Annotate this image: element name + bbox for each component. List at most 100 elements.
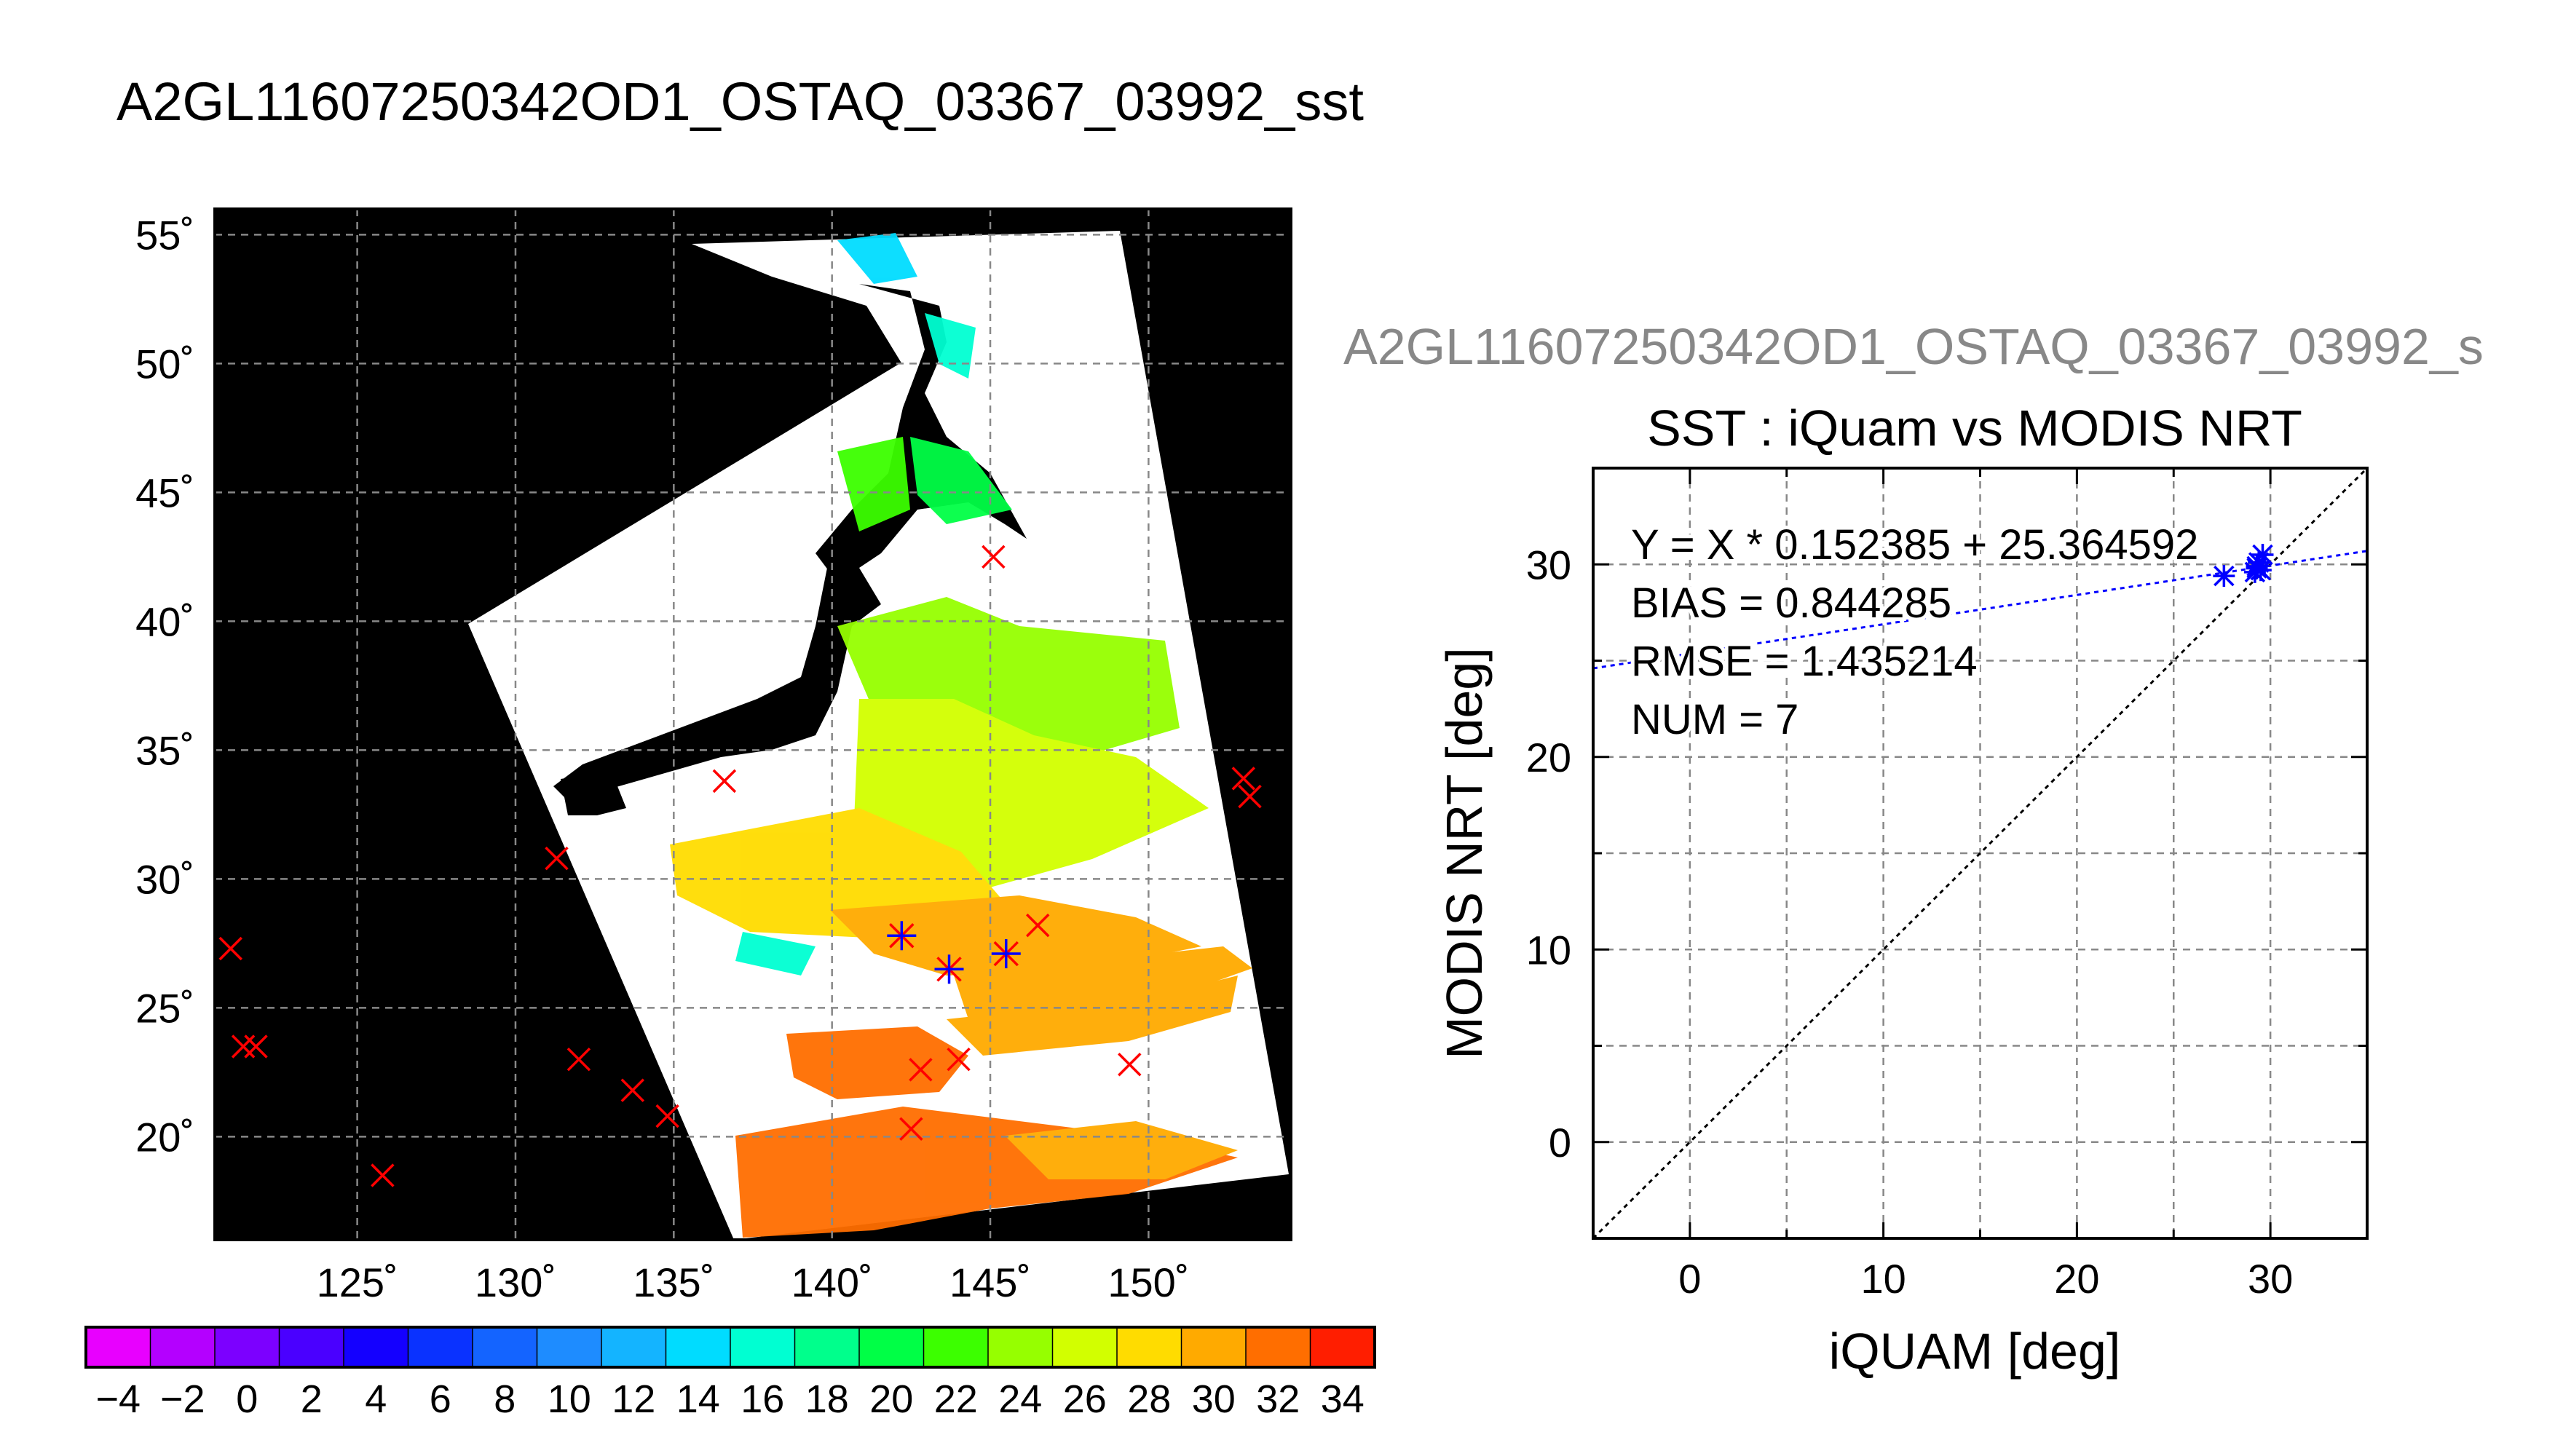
colorbar-tick-label: 14	[676, 1377, 720, 1421]
map-y-tick-label: 30˚	[135, 856, 194, 902]
scatter-overlay-title: A2GL11607250342OD1_OSTAQ_03367_03992_s	[1343, 318, 2484, 375]
iquam-marker	[909, 1058, 933, 1082]
map-markers	[218, 545, 1262, 1187]
sst-map-panel: 125˚ 130˚ 135˚ 140˚ 145˚ 150˚ 20˚ 25˚ 30˚ 35˚ 40˚…	[135, 207, 1292, 1305]
colorbar-cell	[85, 1326, 151, 1368]
iquam-marker	[218, 936, 242, 961]
colorbar-cell	[343, 1326, 409, 1368]
colorbar-cell	[472, 1326, 538, 1368]
sst-field	[670, 233, 1252, 1238]
colorbar-cell	[1051, 1326, 1118, 1368]
scatter-point	[2246, 557, 2268, 579]
map-y-tick-label: 35˚	[135, 727, 194, 773]
iquam-marker	[1025, 913, 1050, 938]
iquam-marker	[620, 1078, 645, 1102]
map-x-tick-label: 130˚	[475, 1259, 556, 1305]
map-x-tick-labels: 125˚ 130˚ 135˚ 140˚ 145˚ 150˚	[317, 1259, 1190, 1305]
colorbar-cell	[858, 1326, 925, 1368]
colorbar-tick-label: 26	[1063, 1377, 1107, 1421]
colorbar-tick-label: 8	[494, 1377, 516, 1421]
colorbar-tick-label: 10	[548, 1377, 591, 1421]
map-y-tick-label: 25˚	[135, 985, 194, 1031]
iquam-marker	[231, 1034, 256, 1059]
map-frame	[213, 207, 1292, 1241]
iquam-marker	[545, 846, 569, 871]
map-x-tick-label: 150˚	[1107, 1259, 1189, 1305]
kyushu-land	[561, 772, 626, 815]
colorbar-tick-labels: −4 −2 0 2 4 6 8 10 12 14 16 18 20 22 24 26 28 30 32 34	[95, 1377, 1364, 1421]
colorbar-cell	[1309, 1326, 1376, 1368]
scatter-points	[2213, 544, 2274, 587]
colorbar-cell	[1116, 1326, 1182, 1368]
colorbar-cell	[601, 1326, 667, 1368]
map-y-tick-labels: 20˚ 25˚ 30˚ 35˚ 40˚ 45˚ 50˚ 55˚	[135, 212, 194, 1160]
scatter-panel: A2GL11607250342OD1_OSTAQ_03367_03992_s S…	[1343, 318, 2484, 1380]
colorbar-cell	[794, 1326, 861, 1368]
colorbar-cell	[536, 1326, 603, 1368]
scatter-stat-line: RMSE = 1.435214	[1631, 638, 1978, 685]
scatter-stat-line: BIAS = 0.844285	[1631, 579, 1951, 627]
map-gridlines	[215, 209, 1291, 1240]
colorbar-cell	[665, 1326, 732, 1368]
iquam-marker	[244, 1034, 268, 1059]
map-x-tick-label: 125˚	[317, 1259, 398, 1305]
scatter-point	[2249, 559, 2272, 582]
map-y-tick-label: 20˚	[135, 1114, 194, 1160]
map-y-tick-label: 55˚	[135, 212, 194, 258]
scatter-y-axis-label: MODIS NRT [deg]	[1436, 647, 1493, 1059]
map-y-tick-label: 50˚	[135, 341, 194, 387]
colorbar-cell	[987, 1326, 1054, 1368]
colorbar-tick-label: 20	[869, 1377, 913, 1421]
matched-marker	[991, 939, 1021, 969]
iquam-marker	[899, 1117, 923, 1142]
map-x-tick-label: 135˚	[633, 1259, 714, 1305]
iquam-marker	[655, 1104, 679, 1128]
colorbar-tick-label: 34	[1321, 1377, 1365, 1421]
iquam-marker	[1238, 784, 1262, 809]
colorbar-tick-label: 2	[301, 1377, 323, 1421]
colorbar-tick-label: 4	[365, 1377, 387, 1421]
iquam-marker	[1118, 1053, 1142, 1077]
colorbar-frame	[84, 1326, 1376, 1369]
colorbar-cells	[85, 1326, 1376, 1368]
iquam-marker	[566, 1047, 591, 1072]
colorbar-tick-label: 22	[934, 1377, 978, 1421]
matched-marker	[887, 921, 917, 951]
scatter-x-tick-label: 20	[2054, 1256, 2099, 1302]
colorbar-cell	[407, 1326, 474, 1368]
scatter-x-axis-label: iQUAM [deg]	[1829, 1323, 2121, 1380]
colorbar-cell	[730, 1326, 796, 1368]
scatter-stat-line: Y = X * 0.152385 + 25.364592	[1631, 521, 2198, 569]
colorbar-tick-label: 12	[612, 1377, 655, 1421]
iquam-marker	[1231, 767, 1256, 791]
colorbar-tick-label: 32	[1256, 1377, 1300, 1421]
colorbar-cell	[923, 1326, 990, 1368]
scatter-y-tick-label: 0	[1549, 1120, 1571, 1166]
colorbar-tick-label: 0	[236, 1377, 258, 1421]
colorbar-tick-label: 24	[998, 1377, 1042, 1421]
scatter-x-tick-label: 30	[2248, 1256, 2293, 1302]
colorbar-cell	[1180, 1326, 1247, 1368]
scatter-x-tick-labels: 0 10 20 30	[1678, 1256, 2293, 1302]
map-y-tick-label: 40˚	[135, 598, 194, 644]
colorbar-tick-label: 6	[430, 1377, 451, 1421]
colorbar-tick-label: 30	[1192, 1377, 1236, 1421]
swath-top	[692, 231, 1136, 437]
scatter-point	[2213, 565, 2235, 587]
colorbar-cell	[278, 1326, 345, 1368]
scatter-stat-line: NUM = 7	[1631, 696, 1798, 743]
colorbar-cell	[1245, 1326, 1311, 1368]
scatter-title: SST : iQuam vs MODIS NRT	[1647, 400, 2302, 456]
iquam-marker	[712, 769, 737, 794]
one-to-one-line	[1593, 468, 2367, 1238]
scatter-y-tick-labels: 0 10 20 30	[1526, 542, 1571, 1166]
colorbar-tick-label: −4	[95, 1377, 141, 1421]
figure-title: A2GL11607250342OD1_OSTAQ_03367_03992_sst	[117, 71, 1364, 132]
map-y-tick-label: 45˚	[135, 470, 194, 515]
iquam-marker	[947, 1047, 971, 1072]
scatter-y-tick-label: 20	[1526, 735, 1571, 780]
scatter-x-tick-label: 0	[1678, 1256, 1701, 1302]
matched-marker	[934, 954, 964, 984]
map-x-tick-label: 140˚	[791, 1259, 873, 1305]
